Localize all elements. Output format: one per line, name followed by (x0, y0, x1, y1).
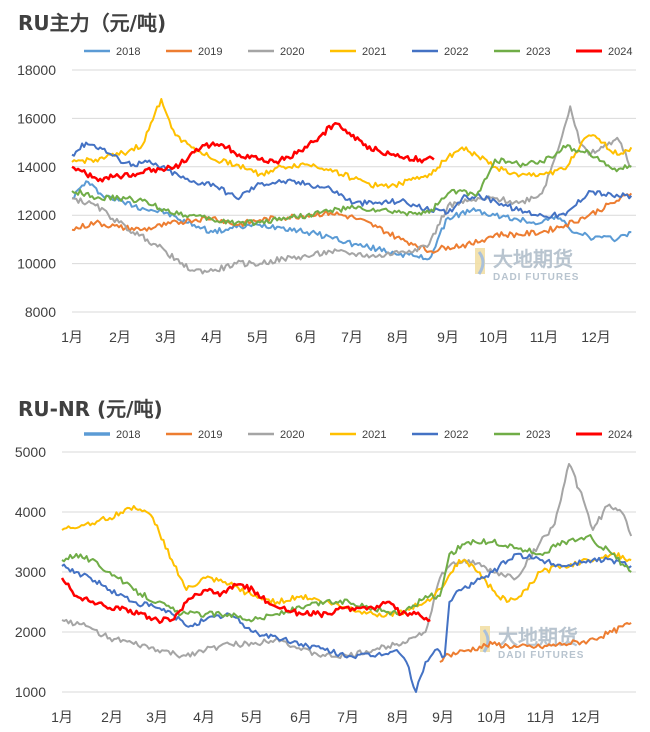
series-line-2022 (61, 552, 632, 693)
watermark-en: DADI FUTURES (498, 650, 584, 661)
series-line-2019 (439, 622, 632, 663)
legend-label: 2019 (198, 429, 222, 441)
series-line-2024 (71, 121, 435, 183)
x-tick-label: 6月 (290, 709, 312, 725)
y-tick-label: 16000 (17, 110, 56, 126)
x-tick-label: 8月 (387, 709, 409, 725)
y-tick-label: 2000 (15, 624, 46, 640)
series-line-2020 (71, 105, 632, 275)
series-line-2019 (71, 192, 633, 254)
series-line-2023 (71, 144, 632, 227)
legend-label: 2022 (444, 429, 468, 441)
legend-label: 2020 (280, 429, 304, 441)
legend-label: 2021 (362, 429, 386, 441)
legend-label: 2020 (280, 46, 304, 58)
legend-label: 2023 (526, 429, 550, 441)
chart-title: RU-NR (元/吨) (18, 397, 163, 421)
series-line-2024 (60, 577, 431, 625)
legend-label: 2024 (608, 46, 632, 58)
watermark-cn: 大地期货 (493, 247, 573, 271)
x-tick-label: 1月 (51, 709, 73, 725)
x-tick-label: 4月 (201, 329, 223, 345)
x-tick-label: 10月 (477, 709, 507, 725)
x-tick-label: 2月 (109, 329, 131, 345)
x-tick-label: 6月 (295, 329, 317, 345)
logo-icon-curve (477, 251, 485, 275)
y-tick-label: 8000 (25, 304, 56, 320)
x-tick-label: 2月 (101, 709, 123, 725)
y-tick-label: 3000 (15, 564, 46, 580)
x-tick-label: 7月 (337, 709, 359, 725)
y-tick-label: 5000 (15, 444, 46, 460)
y-tick-label: 10000 (17, 256, 56, 272)
chart-title: RU主力（元/吨) (18, 11, 166, 35)
y-tick-label: 12000 (17, 207, 56, 223)
chart-2: RU-NR (元/吨) 1000 2000 3000 4000 5000 1月 2月 3月 4月 5… (15, 397, 636, 725)
series-line-2021 (71, 98, 633, 189)
y-tick-label: 1000 (15, 684, 46, 700)
chart-1: RU主力（元/吨) 8000 10000 12000 14000 16000 18000 1月… (17, 11, 636, 345)
legend-label: 2022 (444, 46, 468, 58)
logo-icon-curve (482, 629, 490, 653)
legend-label: 2018 (116, 429, 140, 441)
x-tick-label: 1月 (61, 329, 83, 345)
x-tick-label: 8月 (387, 329, 409, 345)
legend-label: 2023 (526, 46, 550, 58)
series-line-2023 (61, 534, 632, 623)
x-tick-label: 3月 (146, 709, 168, 725)
y-tick-label: 4000 (15, 504, 46, 520)
x-tick-label: 5月 (241, 709, 263, 725)
x-tick-label: 11月 (530, 329, 559, 345)
x-tick-label: 5月 (247, 329, 269, 345)
legend-label: 2019 (198, 46, 222, 58)
x-tick-label: 10月 (479, 329, 509, 345)
series-line-2022 (71, 141, 633, 219)
x-tick-label: 12月 (571, 709, 601, 725)
x-tick-label: 9月 (432, 709, 454, 725)
y-tick-label: 18000 (17, 62, 56, 78)
x-tick-label: 3月 (155, 329, 177, 345)
x-tick-label: 11月 (527, 709, 556, 725)
legend-label: 2018 (116, 46, 140, 58)
legend-label: 2024 (608, 429, 632, 441)
y-tick-label: 14000 (17, 159, 56, 175)
series-line-2018 (72, 180, 632, 261)
x-tick-label: 7月 (341, 329, 363, 345)
legend-label: 2021 (362, 46, 386, 58)
x-tick-label: 9月 (437, 329, 459, 345)
x-tick-label: 4月 (193, 709, 215, 725)
x-tick-label: 12月 (581, 329, 611, 345)
watermark-en: DADI FUTURES (493, 272, 579, 283)
